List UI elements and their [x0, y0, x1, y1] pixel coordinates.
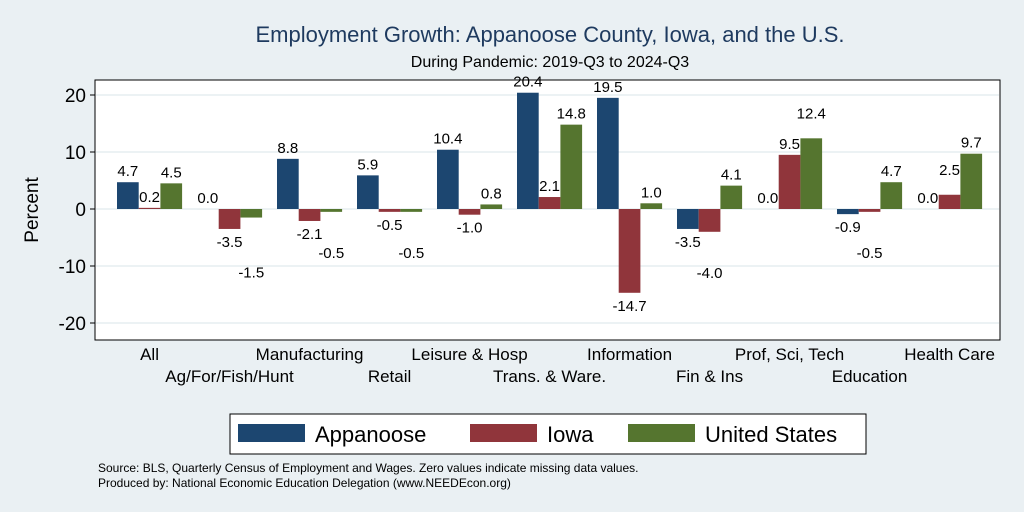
- data-label: -3.5: [217, 234, 243, 251]
- bar-iowa: [698, 209, 721, 232]
- data-label: -4.0: [697, 265, 723, 282]
- y-axis-label: Percent: [22, 177, 43, 243]
- bar-appanoose: [837, 209, 859, 215]
- data-label: 0.2: [139, 189, 160, 206]
- bar-appanoose: [597, 97, 619, 209]
- data-label: 0.0: [917, 190, 938, 207]
- bar-iowa: [458, 209, 481, 215]
- data-label: 9.5: [779, 136, 800, 153]
- x-tick-label: Manufacturing: [256, 345, 364, 364]
- bar-iowa: [218, 209, 241, 229]
- data-label: -1.5: [238, 265, 264, 282]
- produced-by-note: Produced by: National Economic Education…: [98, 476, 511, 490]
- bar-iowa: [138, 207, 161, 209]
- x-tick-label: Retail: [368, 367, 411, 386]
- bar-iowa: [378, 209, 401, 212]
- legend-swatch: [628, 424, 695, 442]
- bar-united-states: [800, 138, 823, 209]
- x-tick-label: Health Care: [904, 345, 995, 364]
- bar-iowa: [778, 154, 801, 209]
- data-label: 0.0: [197, 190, 218, 207]
- data-label: 4.7: [117, 163, 138, 180]
- bar-appanoose: [677, 209, 699, 229]
- data-label: 12.4: [797, 105, 826, 122]
- x-tick-label: All: [140, 345, 159, 364]
- bar-united-states: [880, 182, 903, 209]
- bar-united-states: [320, 209, 343, 212]
- x-tick-label: Fin & Ins: [676, 367, 743, 386]
- data-label: 0.8: [481, 185, 502, 202]
- data-label: 4.5: [161, 164, 182, 181]
- x-tick-label: Prof, Sci, Tech: [735, 345, 844, 364]
- y-tick-label: 20: [65, 86, 86, 107]
- data-label: 8.8: [277, 140, 298, 157]
- y-tick-label: 0: [75, 200, 86, 221]
- bar-iowa: [298, 209, 321, 221]
- data-label: -2.1: [297, 226, 323, 243]
- y-tick-label: -20: [59, 314, 86, 335]
- data-label: -0.5: [377, 217, 403, 234]
- bar-appanoose: [357, 175, 379, 209]
- data-label: -0.9: [835, 219, 861, 236]
- bar-appanoose: [437, 149, 459, 209]
- bar-iowa: [538, 197, 561, 209]
- bar-appanoose: [117, 182, 139, 209]
- data-label: 4.7: [881, 163, 902, 180]
- x-tick-label: Trans. & Ware.: [493, 367, 606, 386]
- data-label: 2.1: [539, 178, 560, 195]
- data-label: 4.1: [721, 167, 742, 184]
- bar-united-states: [720, 185, 743, 209]
- bar-united-states: [960, 153, 983, 209]
- data-label: -1.0: [457, 220, 483, 237]
- bar-united-states: [400, 209, 423, 212]
- x-tick-label: Education: [832, 367, 908, 386]
- legend: Appanoose Iowa United States: [229, 413, 867, 455]
- data-label: -0.5: [398, 245, 424, 262]
- bar-united-states: [160, 183, 183, 209]
- y-tick-label: -10: [59, 257, 86, 278]
- source-note: Source: BLS, Quarterly Census of Employm…: [98, 461, 638, 475]
- bar-iowa: [938, 194, 961, 209]
- data-label: 10.4: [433, 131, 462, 148]
- x-tick-label: Information: [587, 345, 672, 364]
- chart-subtitle: During Pandemic: 2019-Q3 to 2024-Q3: [411, 54, 689, 71]
- data-label: 5.9: [357, 156, 378, 173]
- bar-iowa: [858, 209, 881, 212]
- bar-united-states: [240, 209, 263, 218]
- data-label: 0.0: [757, 190, 778, 207]
- data-label: 1.0: [641, 184, 662, 201]
- bar-appanoose: [517, 92, 539, 209]
- bar-appanoose: [277, 158, 299, 209]
- y-tick-label: 10: [65, 143, 86, 164]
- legend-label: Appanoose: [315, 422, 426, 447]
- data-label: 2.5: [939, 162, 960, 179]
- bar-united-states: [560, 124, 583, 209]
- data-label: -0.5: [857, 245, 883, 262]
- data-label: 14.8: [557, 106, 586, 123]
- bar-united-states: [640, 203, 663, 209]
- bar-united-states: [480, 204, 503, 209]
- chart-title: Employment Growth: Appanoose County, Iow…: [255, 22, 844, 47]
- x-tick-label: Leisure & Hosp: [411, 345, 527, 364]
- legend-swatch: [238, 424, 305, 442]
- data-label: -14.7: [612, 298, 646, 315]
- data-label: 20.4: [513, 74, 542, 91]
- legend-label: United States: [705, 422, 837, 447]
- legend-label: Iowa: [547, 422, 594, 447]
- data-label: -0.5: [318, 245, 344, 262]
- data-label: 9.7: [961, 135, 982, 152]
- bar-iowa: [618, 209, 641, 293]
- data-label: -3.5: [675, 234, 701, 251]
- data-label: 19.5: [593, 79, 622, 96]
- legend-swatch: [470, 424, 537, 442]
- x-tick-label: Ag/For/Fish/Hunt: [165, 367, 294, 386]
- legend-box: [229, 413, 867, 455]
